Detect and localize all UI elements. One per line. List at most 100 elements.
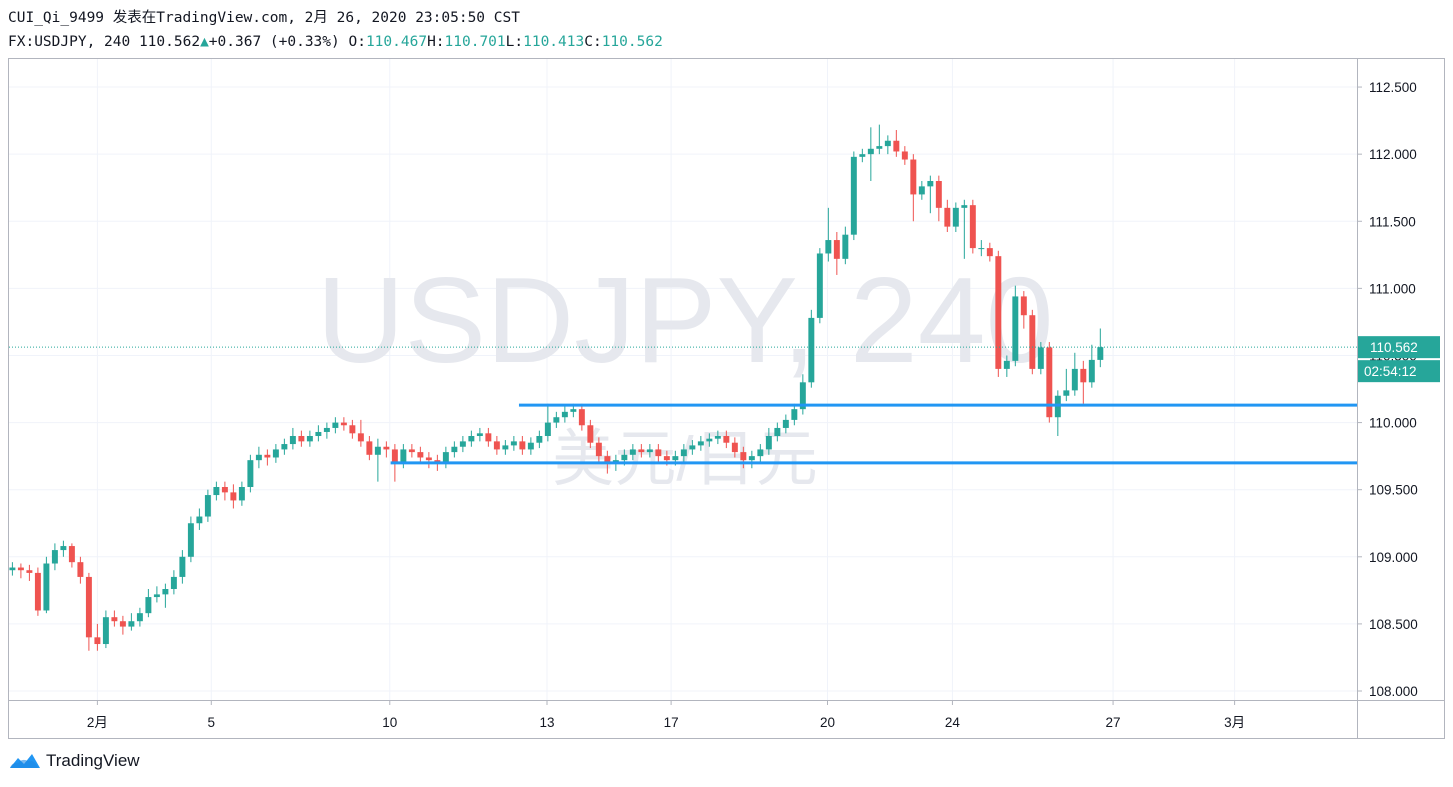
candle-body [383,446,390,450]
candle-body [145,597,152,614]
candle-body [408,449,415,453]
price-tag-label: 110.562 [1370,340,1418,355]
candle-body [51,550,58,564]
candle-body [349,425,356,434]
candle-body [527,442,534,450]
candle-body [128,621,135,627]
candle-body [697,441,704,446]
candle-body [1012,296,1019,361]
price-tag [1358,336,1440,359]
candle-body [995,256,1002,369]
candle-body [272,449,279,458]
candle-body [842,234,849,259]
candle-body [901,151,908,160]
ohlc-label: L: [505,34,524,50]
candle-body [731,442,738,453]
candle-body [935,180,942,208]
candle-body [782,419,789,428]
candle-body [706,438,713,442]
candle-body [655,449,662,457]
candle-body [179,556,186,577]
candle-body [34,572,41,611]
candle-body [680,449,687,457]
candle-body [910,159,917,195]
candle-body [102,617,109,645]
candle-body [94,637,101,645]
candle-body [714,436,721,439]
countdown-tag [1358,360,1440,383]
candle-body [187,523,194,557]
candle-body [816,253,823,318]
logo-icon [10,754,40,768]
candle-body [825,240,832,254]
candle-body [867,148,874,155]
candle-body [26,570,33,573]
header: CUI_Qi_9499 发表在TradingView.com, 2月 26, 2… [8,6,663,54]
candle-body [638,449,645,453]
candle-body [60,546,67,551]
candle-body [723,436,730,443]
candle-body [595,442,602,457]
candle-body [17,567,24,571]
ohlc-value: 110.467 [365,34,428,50]
candle-body [417,452,424,458]
candle-body [391,449,398,463]
price: 110.562 [138,34,201,50]
candle-body [502,445,509,450]
candle-body [672,456,679,461]
ohlc: O:110.467H:110.701L:110.413C:110.562 [348,34,662,50]
candle-body [451,446,458,453]
x-tick-label: 27 [1106,715,1121,730]
candle-body [1003,360,1010,369]
watermark: USDJPY, 240 [317,252,1054,388]
candle-body [961,205,968,208]
candle-body [136,613,143,622]
change: +0.367 (+0.33%) [208,34,340,50]
candle-body [476,433,483,437]
header-line: CUI_Qi_9499 发表在TradingView.com, 2月 26, 2… [8,10,520,26]
candle-body [221,487,228,493]
y-tick-label: 111.500 [1369,214,1416,229]
candle-body [986,248,993,257]
x-tick-label: 10 [382,715,397,730]
countdown-label: 02:54:12 [1364,364,1417,379]
candle-body [289,436,296,445]
y-tick-label: 109.500 [1369,483,1418,498]
ohlc-value: 110.701 [444,34,506,50]
x-tick-label: 3月 [1224,715,1245,730]
candle-body [1063,390,1070,396]
candle-body [77,562,84,577]
y-tick-label: 112.500 [1369,80,1417,95]
candle-body [213,487,220,496]
candle-body [884,140,891,147]
chart-frame [8,58,1445,739]
y-tick-label: 111.000 [1369,281,1416,296]
candle-body [238,487,245,501]
y-tick-label: 110.000 [1369,416,1417,431]
candle-body [485,433,492,442]
candle-body [1029,315,1036,369]
candle-body [536,436,543,443]
candle-body [400,449,407,463]
candle-body [799,382,806,410]
logo-text: TradingView [46,751,140,770]
candle-body [119,621,126,627]
ohlc-label: O: [348,34,366,50]
candle-body [340,422,347,426]
candle-body [893,140,900,152]
y-tick-label: 108.000 [1369,684,1418,699]
y-tick-label: 112.000 [1369,147,1417,162]
logo: TradingView [8,750,140,772]
candle-body [459,441,466,447]
candle-body [544,422,551,437]
candle-body [748,456,755,461]
candle-body [425,457,432,461]
candle-body [519,441,526,450]
candle-body [1088,359,1095,383]
candle-body [876,146,883,149]
candle-body [553,417,560,423]
candle-body [859,154,866,157]
ohlc-label: C: [584,34,602,50]
ohlc-label: H: [427,34,445,50]
